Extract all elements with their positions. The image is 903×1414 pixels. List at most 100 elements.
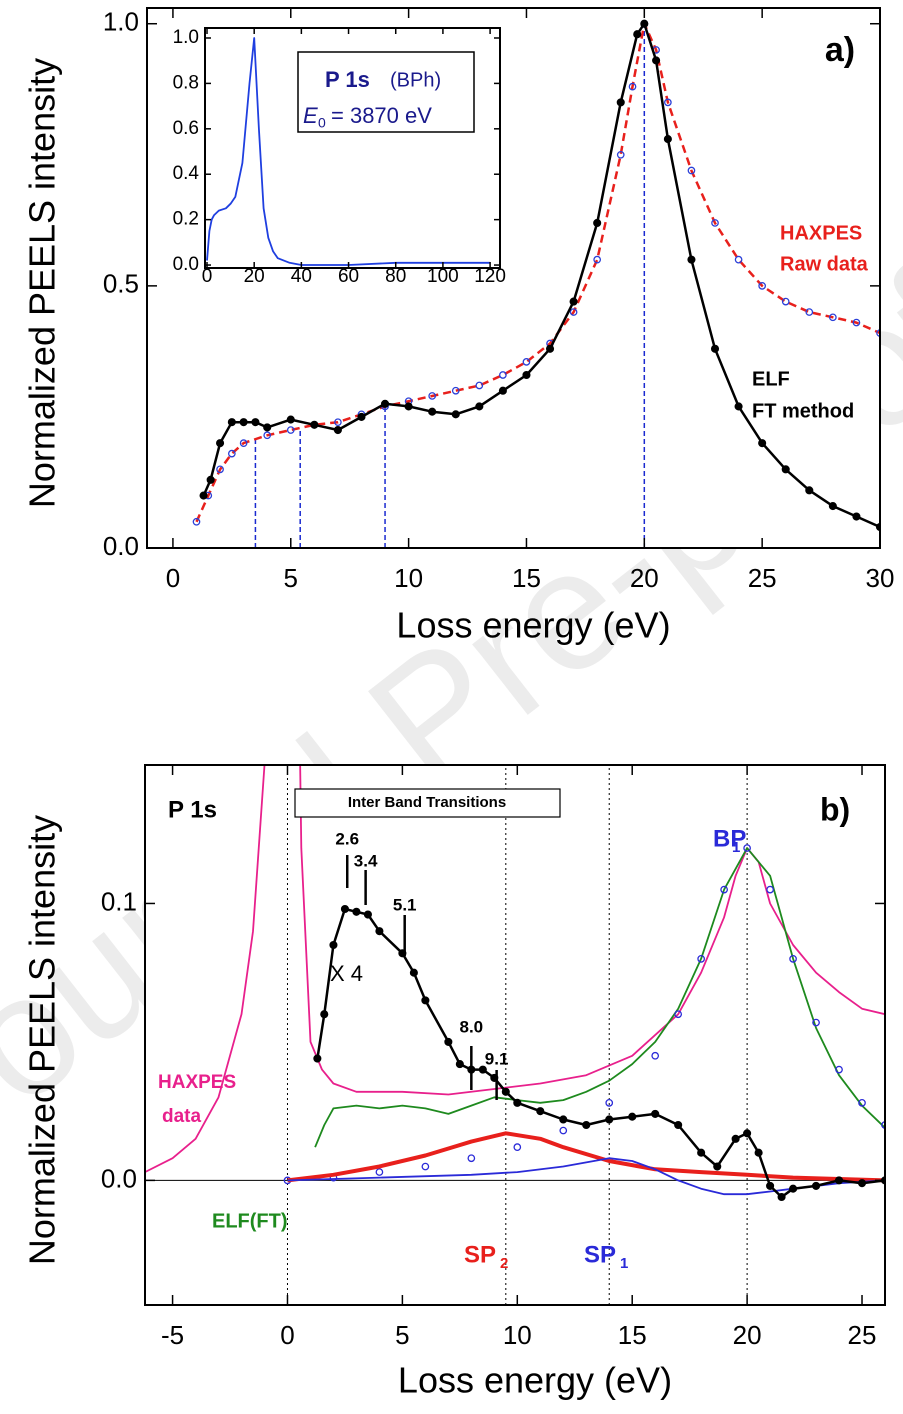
y-tick-label: 0.0: [173, 254, 199, 275]
data-point: [605, 1115, 614, 1124]
data-point: [428, 392, 437, 400]
data-point: [522, 370, 531, 380]
x-tick-label: -5: [161, 1320, 184, 1350]
x-tick-label: 0: [166, 563, 180, 593]
x-tick-label: 40: [291, 266, 312, 287]
data-point: [713, 1162, 722, 1171]
x-tick-label: 0: [280, 1320, 294, 1350]
annotation: b): [820, 791, 850, 827]
data-point: [239, 418, 248, 427]
x-axis-title: Loss energy (eV): [398, 1360, 672, 1401]
peak-label: 3.4: [354, 851, 378, 870]
x-tick-label: 25: [848, 1320, 877, 1350]
data-point: [593, 255, 602, 264]
data-point: [758, 282, 767, 290]
data-point: [206, 475, 215, 484]
axis-frame: [144, 764, 886, 1306]
annotation: Raw data: [780, 253, 869, 275]
data-point: [734, 255, 743, 264]
data-point: [674, 1120, 683, 1130]
peak-label: 9.1: [485, 1049, 509, 1068]
data-point: [789, 954, 797, 963]
annotation: E: [303, 103, 318, 128]
data-point: [227, 449, 236, 458]
data-point: [812, 1181, 821, 1190]
data-point: [475, 402, 484, 411]
x-tick-label: 0: [202, 266, 213, 287]
y-tick-label: 0.8: [173, 72, 199, 93]
data-point: [428, 407, 437, 416]
annotation: ELF: [752, 368, 790, 390]
data-point: [640, 19, 649, 28]
data-point: [334, 418, 342, 427]
annotation: = 3870 eV: [331, 103, 432, 128]
annotation: a): [825, 31, 855, 69]
y-tick-label: 0.2: [173, 209, 199, 230]
data-point: [710, 344, 720, 353]
data-point: [743, 844, 751, 852]
data-point: [743, 1129, 752, 1138]
annotation: FT method: [752, 400, 854, 422]
series-line: [206, 37, 491, 266]
x-tick-label: 20: [244, 266, 265, 287]
data-point: [582, 1120, 591, 1130]
x-tick-label: 25: [748, 563, 777, 593]
y-tick-label: 0.0: [101, 1163, 137, 1193]
data-point: [559, 1126, 568, 1135]
annotation: SP: [584, 1241, 616, 1268]
data-point: [455, 1060, 464, 1069]
data-point: [192, 517, 201, 526]
data-point: [559, 1115, 568, 1124]
y-axis-title: Normalized PEELS intensity: [22, 58, 63, 508]
series-line: [195, 22, 880, 523]
data-point: [421, 996, 430, 1005]
series-group: [206, 37, 491, 266]
y-tick-label: 0.1: [101, 886, 137, 916]
data-point: [313, 1054, 322, 1063]
data-point: [852, 318, 861, 327]
peak-label: 5.1: [393, 895, 417, 914]
data-point: [758, 439, 767, 448]
data-point: [616, 98, 625, 107]
data-point: [340, 904, 349, 914]
data-point: [734, 402, 743, 411]
data-point: [829, 313, 837, 322]
x-tick-label: 30: [866, 563, 895, 593]
data-point: [731, 1134, 740, 1143]
data-point: [513, 1098, 522, 1107]
data-point: [352, 907, 361, 916]
annotation: SP: [464, 1241, 496, 1268]
data-point: [687, 166, 696, 175]
data-point: [858, 1098, 866, 1107]
data-point: [263, 423, 272, 432]
data-point: [444, 1037, 453, 1046]
data-point: [754, 1148, 763, 1157]
annotation: 0: [318, 115, 326, 131]
data-point: [593, 218, 602, 228]
peak-label: 8.0: [460, 1017, 484, 1036]
data-point: [239, 439, 248, 447]
series-group: [145, 765, 885, 1202]
data-point: [633, 30, 642, 39]
x-tick-label: 100: [427, 266, 459, 287]
data-point: [475, 381, 484, 390]
annotation: 1: [620, 1255, 628, 1272]
data-point: [781, 297, 790, 306]
data-point: [467, 1154, 476, 1163]
annotation: (BPh): [390, 69, 441, 91]
y-axis-title: Normalized PEELS intensity: [22, 815, 63, 1265]
data-point: [227, 418, 236, 427]
data-point: [380, 399, 390, 408]
data-point: [628, 82, 637, 91]
y-tick-label: 0.5: [103, 269, 139, 299]
series-line: [145, 765, 885, 1173]
plot-frame: [145, 765, 885, 1305]
data-point: [697, 954, 705, 963]
data-point: [652, 56, 661, 65]
data-point: [766, 885, 774, 894]
y-tick-label: 1.0: [173, 27, 199, 48]
data-point: [513, 1143, 522, 1152]
data-point: [536, 1107, 545, 1116]
data-point: [421, 1162, 430, 1171]
